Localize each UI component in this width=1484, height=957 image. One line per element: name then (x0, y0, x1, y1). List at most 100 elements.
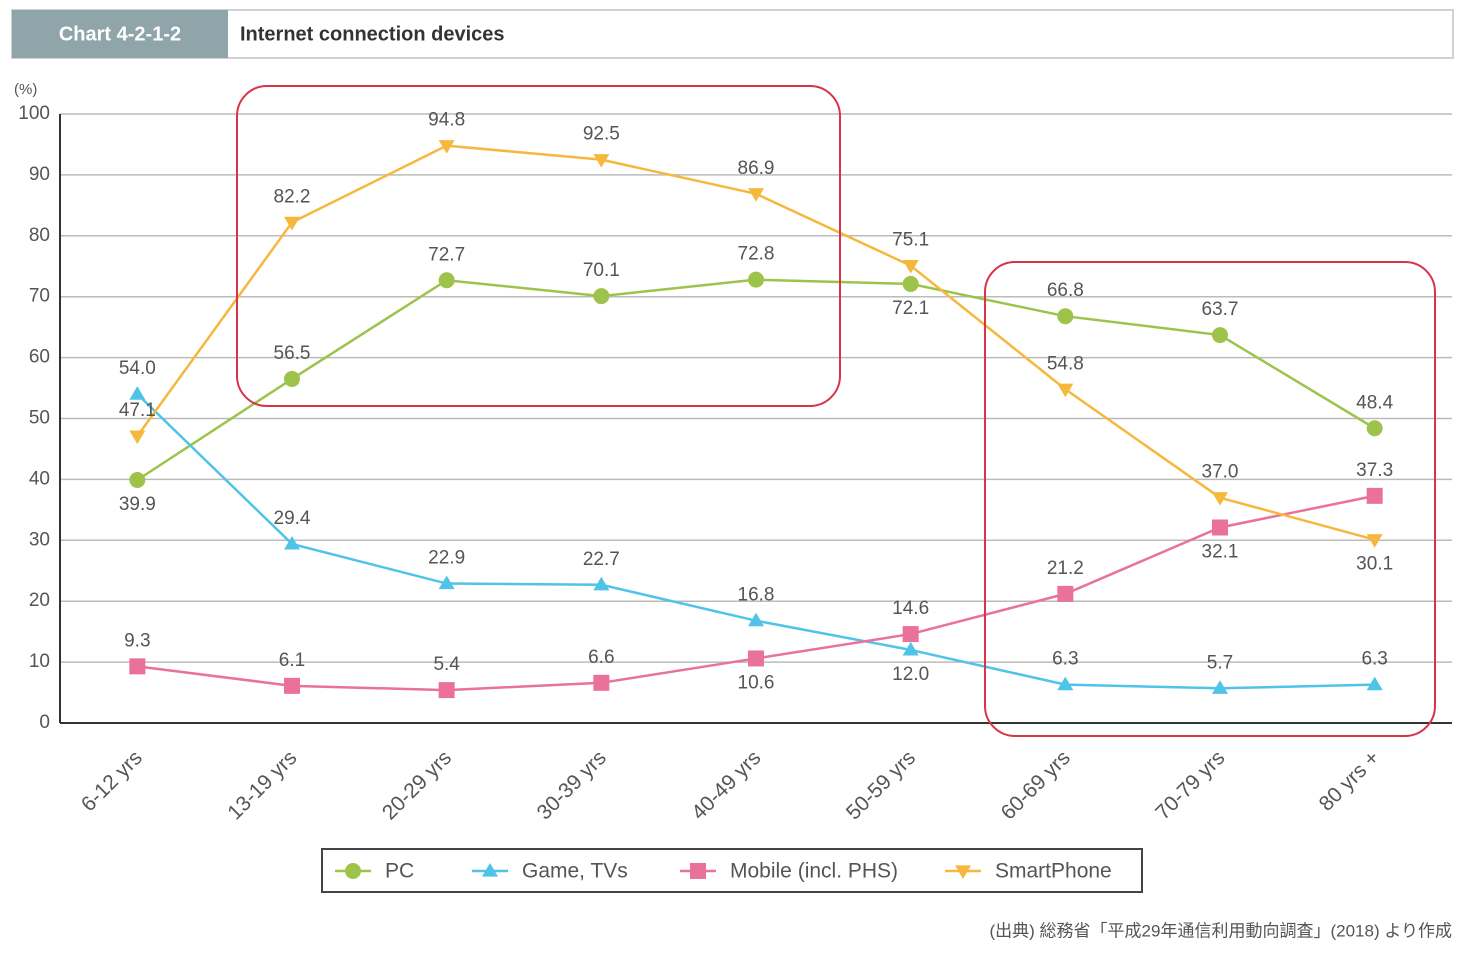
data-label: 6.1 (279, 650, 305, 671)
x-tick-label: 80 yrs + (1315, 746, 1385, 816)
marker (748, 271, 764, 288)
marker (129, 472, 146, 489)
chart-title: Internet connection devices (240, 23, 505, 45)
y-tick-label: 10 (29, 651, 50, 672)
data-label: 72.1 (892, 298, 929, 319)
y-tick-label: 80 (29, 225, 50, 246)
y-tick-label: 70 (29, 286, 50, 307)
marker (1057, 308, 1074, 325)
data-label: 66.8 (1047, 280, 1084, 301)
marker (902, 275, 919, 292)
plot: 0 10 20 30 40 50 60 70 80 90 100 6-12 yrs 13-19 yrs 2… (18, 103, 1452, 824)
legend (321, 848, 1143, 893)
data-label: 63.7 (1202, 299, 1239, 320)
data-label: 6.3 (1052, 649, 1078, 670)
y-tick-label: 100 (18, 103, 50, 124)
y-unit-label: (%) (14, 81, 37, 98)
marker (593, 288, 610, 305)
marker (284, 677, 300, 694)
legend-label: Game, TVs (522, 860, 628, 883)
marker (748, 650, 764, 667)
data-label: 22.9 (428, 548, 465, 569)
marker (1212, 680, 1228, 694)
data-label: 30.1 (1356, 554, 1393, 575)
marker (438, 682, 455, 699)
data-label: 37.3 (1356, 460, 1393, 481)
x-tick-label: 6-12 yrs (77, 746, 147, 816)
marker (748, 188, 764, 202)
chart-label: Chart 4-2-1-2 (59, 23, 181, 45)
marker (1366, 676, 1383, 691)
data-label: 47.1 (119, 400, 156, 421)
legend-label: PC (385, 860, 414, 883)
marker (482, 863, 498, 877)
x-tick-label: 70-79 yrs (1151, 746, 1229, 824)
data-label: 48.4 (1356, 392, 1393, 413)
legend-items: PC Game, TVs Mobile (incl. PHS) SmartPhone (335, 860, 1112, 883)
marker (284, 370, 300, 387)
data-label: 22.7 (583, 549, 620, 570)
y-tick-label: 90 (29, 164, 50, 185)
marker (1057, 676, 1074, 691)
marker (902, 641, 919, 656)
series-line (136, 144, 1375, 541)
y-tick-label: 60 (29, 347, 50, 368)
marker (690, 863, 706, 879)
data-label: 56.5 (274, 343, 311, 364)
y-tick-label: 50 (29, 408, 50, 429)
y-tick-label: 30 (29, 529, 50, 550)
data-label: 6.3 (1361, 649, 1387, 670)
x-tick-label: 40-49 yrs (687, 746, 765, 824)
data-label: 5.4 (433, 654, 460, 675)
marker (955, 865, 971, 879)
data-label: 54.0 (119, 358, 156, 379)
data-label: 86.9 (738, 158, 775, 179)
y-tick-label: 20 (29, 590, 50, 611)
data-label: 72.7 (428, 244, 465, 265)
header-label-box (12, 10, 228, 58)
marker (748, 612, 764, 627)
data-label: 9.3 (124, 630, 150, 651)
data-label: 32.1 (1202, 542, 1239, 563)
marker (1212, 492, 1228, 506)
x-tick-label: 30-39 yrs (533, 746, 611, 824)
marker (902, 260, 919, 274)
y-tick-label: 0 (39, 712, 50, 733)
legend-label: SmartPhone (995, 860, 1112, 883)
data-label: 14.6 (892, 598, 929, 619)
marker (284, 535, 300, 550)
series-line (136, 278, 1376, 482)
data-label: 16.8 (738, 585, 775, 606)
marker (129, 658, 146, 675)
highlight-box (984, 261, 1436, 737)
marker (593, 154, 610, 168)
header-frame (11, 9, 1454, 59)
marker (438, 272, 455, 289)
marker (1366, 420, 1383, 437)
marker (129, 430, 146, 445)
x-tick-label: 13-19 yrs (223, 746, 301, 824)
marker (438, 140, 455, 154)
marker (593, 576, 610, 591)
marker (1212, 519, 1228, 536)
data-label: 29.4 (274, 508, 311, 529)
marker (345, 863, 361, 879)
marker (593, 674, 610, 691)
data-label: 94.8 (428, 110, 465, 131)
data-label: 70.1 (583, 260, 620, 281)
data-label: 75.1 (892, 230, 929, 251)
marker (902, 626, 919, 643)
marker (1366, 487, 1383, 504)
highlight-box (236, 85, 841, 407)
data-label: 54.8 (1047, 353, 1084, 374)
data-label: 12.0 (892, 664, 929, 685)
y-tick-label: 40 (29, 468, 50, 489)
data-label: 39.9 (119, 494, 156, 515)
marker (129, 386, 146, 400)
marker (438, 575, 455, 590)
data-label: 92.5 (583, 124, 620, 145)
data-label: 5.7 (1207, 652, 1233, 673)
x-tick-label: 60-69 yrs (997, 746, 1075, 824)
marker (1366, 534, 1383, 548)
